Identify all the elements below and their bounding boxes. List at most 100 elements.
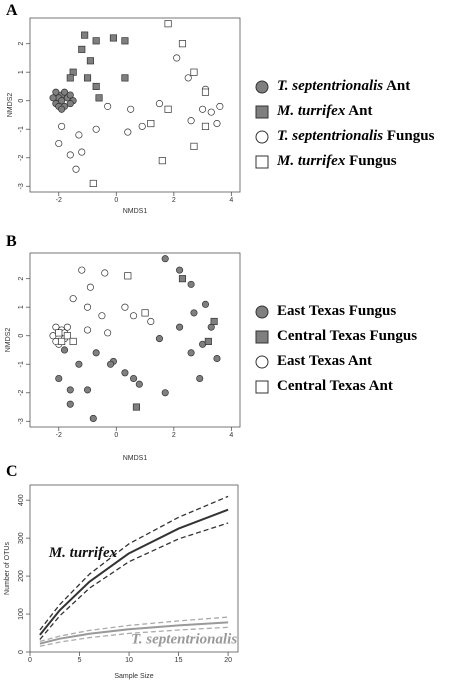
- point-east-texas-fungus: [196, 374, 204, 383]
- point-m-turrifex-fungus: [201, 88, 210, 96]
- point-t-septentrionalis-ant: [52, 88, 60, 96]
- y-axis-label: NMDS2: [5, 328, 12, 353]
- point-east-texas-fungus: [89, 414, 97, 422]
- y-tick-label: 100: [18, 608, 25, 620]
- point-east-texas-fungus: [187, 280, 195, 288]
- point-east-texas-ant: [83, 303, 92, 311]
- point-m-turrifex-ant: [92, 37, 100, 45]
- circle-marker-icon: [255, 130, 269, 149]
- legend-label-species: T. septentrionalis: [277, 78, 384, 94]
- panel-a-letter: A: [6, 2, 18, 19]
- point-east-texas-fungus: [66, 386, 74, 394]
- circle-marker-icon: [255, 80, 269, 99]
- y-tick-label: -3: [18, 183, 25, 189]
- point-east-texas-ant: [104, 329, 112, 337]
- point-m-turrifex-fungus: [89, 179, 97, 187]
- legend-label: T. septentrionalis Fungus: [277, 128, 434, 145]
- point-t-septentrionalis-fungus: [75, 131, 83, 139]
- y-tick-label: 1: [18, 305, 25, 309]
- line-t-septentrionalis-upper: [39, 616, 229, 643]
- panel-c-letter: C: [6, 463, 18, 480]
- point-east-texas-fungus: [106, 360, 115, 368]
- legend-label-type: Central Texas Fungus: [277, 328, 418, 344]
- y-tick-label: 1: [18, 70, 25, 74]
- plot-frame-3: [29, 484, 239, 653]
- x-tick-label: 0: [114, 432, 118, 439]
- y-tick-label: 0: [18, 334, 25, 338]
- point-east-texas-fungus: [60, 346, 69, 354]
- point-central-texas-ant: [63, 332, 71, 340]
- point-t-septentrionalis-fungus: [55, 139, 63, 148]
- square-marker-icon: [255, 105, 269, 124]
- line-t-septentrionalis: [39, 621, 229, 645]
- point-east-texas-ant: [83, 326, 92, 334]
- point-east-texas-ant: [63, 323, 71, 331]
- point-m-turrifex-ant: [92, 82, 100, 91]
- y-tick-label: 0: [18, 99, 25, 103]
- legend-a: T. septentrionalis Ant M. turrifex Ant T. …: [255, 78, 470, 188]
- y-tick-label: 2: [18, 277, 25, 281]
- point-m-turrifex-ant: [66, 74, 74, 82]
- point-east-texas-ant: [101, 269, 109, 277]
- point-east-texas-fungus: [130, 374, 138, 383]
- circle-marker-icon: [255, 355, 269, 374]
- legend-label-type: Ant: [345, 103, 373, 119]
- point-t-septentrionalis-ant: [66, 91, 74, 99]
- point-east-texas-fungus: [66, 400, 74, 408]
- x-tick-label: 0: [28, 657, 32, 664]
- point-east-texas-ant: [78, 266, 86, 274]
- point-t-septentrionalis-ant: [66, 100, 74, 108]
- y-axis-label: Number of OTUs: [4, 542, 11, 595]
- point-east-texas-fungus: [155, 335, 164, 343]
- y-tick-label: 200: [18, 570, 25, 582]
- legend-label-type: Central Texas Ant: [277, 378, 393, 394]
- x-axis-label: Sample Size: [114, 673, 153, 680]
- line-m-turrifex-upper: [39, 495, 229, 631]
- point-east-texas-ant: [147, 317, 155, 326]
- legend-label-type: Fungus: [345, 153, 397, 169]
- plot-frame-1: [29, 17, 241, 193]
- point-m-turrifex-fungus: [147, 119, 155, 128]
- point-east-texas-fungus: [135, 380, 143, 388]
- point-t-septentrionalis-fungus: [184, 74, 192, 82]
- point-m-turrifex-fungus: [164, 20, 172, 28]
- x-tick-label: 2: [172, 197, 176, 204]
- point-east-texas-ant: [86, 283, 94, 291]
- point-t-septentrionalis-fungus: [216, 102, 224, 110]
- point-m-turrifex-ant: [81, 31, 89, 39]
- line-t-septentrionalis-lower: [39, 626, 229, 647]
- point-central-texas-fungus: [132, 403, 140, 411]
- point-t-septentrionalis-ant: [58, 97, 66, 105]
- series-annotation: M. turrifex: [48, 545, 118, 561]
- point-t-septentrionalis-fungus: [155, 100, 164, 108]
- point-east-texas-fungus: [187, 349, 195, 357]
- point-t-septentrionalis-fungus: [173, 54, 181, 62]
- y-tick-label: -2: [18, 155, 25, 161]
- point-t-septentrionalis-fungus: [72, 165, 80, 173]
- point-east-texas-fungus: [190, 309, 198, 317]
- point-m-turrifex-ant: [121, 74, 129, 82]
- point-central-texas-ant: [58, 337, 66, 345]
- point-t-septentrionalis-fungus: [207, 108, 215, 116]
- y-tick-label: 400: [18, 494, 25, 506]
- series-annotation: T. septentrionalis: [131, 632, 237, 648]
- point-m-turrifex-fungus: [178, 40, 187, 48]
- line-m-turrifex-lower: [39, 522, 229, 640]
- point-east-texas-ant: [121, 303, 129, 311]
- point-central-texas-fungus: [204, 337, 212, 345]
- point-east-texas-fungus: [75, 360, 83, 368]
- point-m-turrifex-ant: [121, 37, 129, 45]
- legend-label: M. turrifex Ant: [277, 103, 372, 120]
- x-tick-label: 4: [229, 197, 233, 204]
- x-axis-label: NMDS1: [123, 455, 148, 462]
- square-marker-icon: [255, 155, 269, 174]
- point-m-turrifex-ant: [78, 45, 86, 53]
- point-east-texas-ant: [69, 295, 77, 303]
- point-m-turrifex-ant: [95, 94, 103, 102]
- point-t-septentrionalis-fungus: [213, 119, 221, 128]
- legend-label-type: East Texas Fungus: [277, 303, 397, 319]
- point-m-turrifex-fungus: [158, 157, 166, 165]
- square-marker-icon: [255, 380, 269, 399]
- point-t-septentrionalis-fungus: [199, 105, 207, 113]
